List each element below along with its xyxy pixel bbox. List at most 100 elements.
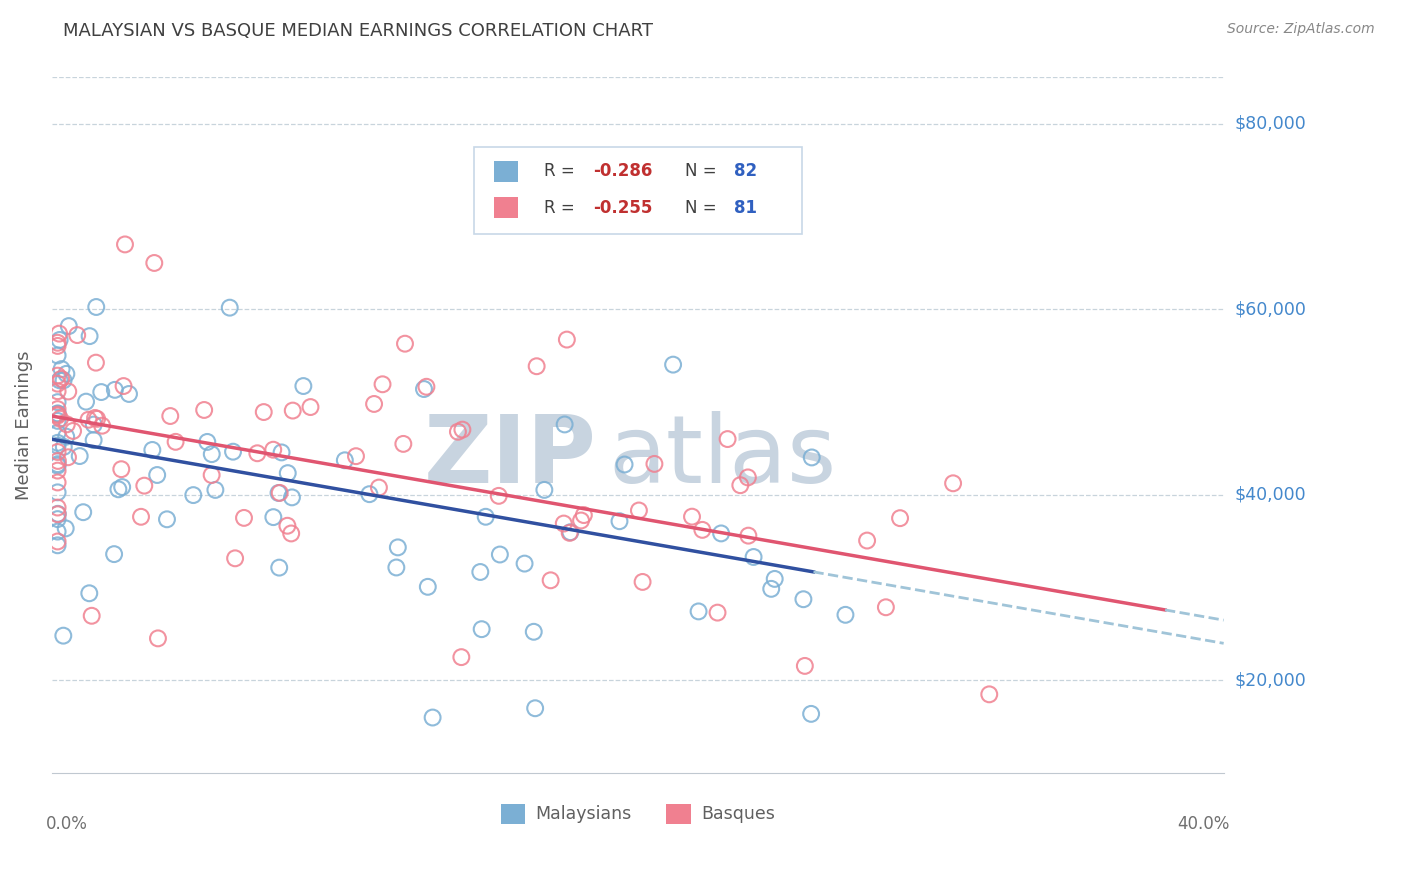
Text: MALAYSIAN VS BASQUE MEDIAN EARNINGS CORRELATION CHART: MALAYSIAN VS BASQUE MEDIAN EARNINGS CORR… [63,22,654,40]
Point [488,489,510,503]
Point [201,468,224,483]
Point [292,379,315,393]
Point [129,509,152,524]
Point [46,454,69,468]
Point [371,377,394,392]
Text: -0.255: -0.255 [593,199,652,217]
Point [46,409,69,423]
Point [224,551,246,566]
Point [555,333,578,347]
Point [48,373,70,387]
Point [533,483,555,497]
Point [80,608,103,623]
Point [681,509,703,524]
Point [800,450,823,465]
Point [118,387,141,401]
Point [58,384,80,399]
Point [83,433,105,447]
Point [277,466,299,480]
Point [104,383,127,397]
Point [46,534,69,549]
Point [75,394,97,409]
Text: 82: 82 [734,162,756,180]
Point [69,449,91,463]
Point [394,336,416,351]
Point [710,526,733,541]
Point [52,373,75,387]
Point [90,385,112,400]
Point [52,440,75,454]
Point [800,706,823,721]
Point [792,592,814,607]
Point [51,362,73,376]
Point [46,406,69,420]
Point [267,486,290,500]
Point [730,478,752,492]
Point [146,632,169,646]
Point [540,574,562,588]
Point [79,329,101,343]
Point [613,458,636,472]
Text: R =: R = [544,162,579,180]
Point [46,508,69,522]
Point [333,453,356,467]
Point [193,403,215,417]
Point [392,437,415,451]
Point [662,358,685,372]
Point [46,348,69,362]
Point [46,439,69,453]
Point [450,650,472,665]
Text: $80,000: $80,000 [1234,115,1306,133]
Point [269,486,291,500]
Point [46,435,69,450]
Point [46,464,69,478]
Point [55,367,77,381]
Point [84,356,107,370]
Point [262,442,284,457]
Point [201,447,224,461]
Point [48,333,70,347]
Point [46,414,69,428]
Point [609,514,631,528]
Point [55,521,77,535]
Point [875,600,897,615]
Point [716,432,738,446]
Point [84,411,107,425]
Text: Source: ZipAtlas.com: Source: ZipAtlas.com [1227,22,1375,37]
Point [46,538,69,552]
Text: N =: N = [685,162,721,180]
Point [471,622,494,636]
Legend: Malaysians, Basques: Malaysians, Basques [494,797,782,830]
Point [470,565,492,579]
Point [46,376,69,391]
Text: R =: R = [544,199,579,217]
Point [299,400,322,414]
Point [46,408,69,422]
Point [276,518,298,533]
Point [834,607,856,622]
Point [46,475,69,490]
Point [114,237,136,252]
Point [77,413,100,427]
Point [103,547,125,561]
Point [46,402,69,417]
Point [262,510,284,524]
Point [513,557,536,571]
Point [643,457,665,471]
Point [526,359,548,374]
Bar [494,161,519,182]
Point [83,417,105,432]
Text: $20,000: $20,000 [1234,672,1306,690]
Point [474,509,496,524]
Point [385,560,408,574]
Point [58,319,80,334]
Text: -0.286: -0.286 [593,162,652,180]
Point [416,580,439,594]
Point [46,384,69,399]
Point [554,417,576,432]
Point [222,444,245,458]
Point [737,470,759,484]
Point [270,445,292,459]
Point [52,629,75,643]
Point [489,548,512,562]
